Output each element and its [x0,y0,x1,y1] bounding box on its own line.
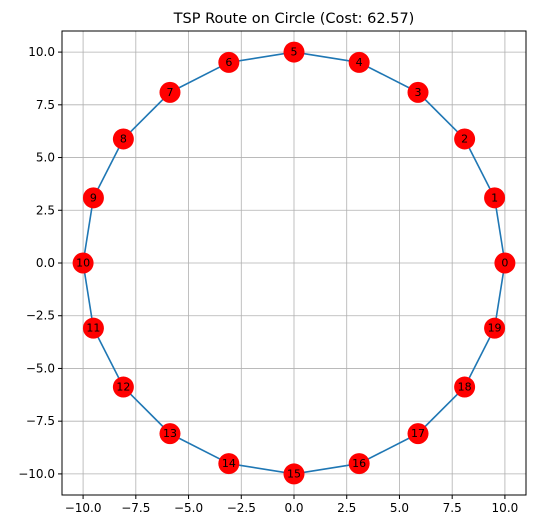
node-label-15: 15 [287,467,301,480]
node-point-19 [484,317,506,339]
route-segment-6-7 [169,61,230,94]
y-tick-label-3: −2.5 [26,309,55,323]
y-tick-label-0: −10.0 [18,467,55,481]
node-point-18 [454,376,476,398]
node-point-17 [407,423,429,445]
route-segment-4-5 [293,51,360,64]
route-segment-13-14 [169,432,230,465]
route-segment-17-18 [417,386,466,435]
route-segment-11-12 [92,327,125,388]
chart-title: TSP Route on Circle (Cost: 62.57) [173,11,415,27]
node-label-0: 0 [501,257,508,270]
node-label-2: 2 [461,132,468,145]
y-tick-label-5: 2.5 [36,203,55,217]
x-tick-label-0: −10.0 [65,501,102,515]
node-label-5: 5 [291,46,298,59]
node-label-18: 18 [458,381,472,394]
node-point-1 [484,187,506,209]
node-point-11 [82,317,104,339]
node-label-6: 6 [225,56,232,69]
x-tick-label-3: −2.5 [227,501,256,515]
node-label-16: 16 [352,457,366,470]
x-tick-label-8: 10.0 [492,501,519,515]
node-label-19: 19 [488,322,502,335]
route-segment-12-13 [122,386,171,435]
node-point-15 [283,463,305,485]
route-segment-0-1 [493,197,506,264]
x-tick-label-6: 5.0 [390,501,409,515]
node-point-14 [218,453,240,475]
node-label-12: 12 [116,381,130,394]
node-label-13: 13 [163,427,177,440]
route-segment-5-6 [228,51,295,64]
route-segment-10-11 [82,262,95,329]
node-point-10 [72,252,94,274]
node-point-8 [112,128,134,150]
node-label-9: 9 [90,191,97,204]
y-axis-ticks: −10.0 −7.5 −5.0 −2.5 0.0 2.5 5.0 7.5 10.0 [18,45,62,481]
node-point-12 [112,376,134,398]
x-tick-label-2: −5.0 [174,501,203,515]
node-point-6 [218,51,240,73]
node-point-0 [494,252,516,274]
route-lines [82,51,506,475]
route-segment-3-4 [358,61,419,94]
grid [62,31,526,495]
route-segment-15-16 [293,462,360,475]
node-point-5 [283,41,305,63]
node-point-13 [159,423,181,445]
route-segment-16-17 [358,432,419,465]
y-tick-label-7: 7.5 [36,98,55,112]
x-axis-ticks: −10.0 −7.5 −5.0 −2.5 0.0 2.5 5.0 7.5 10.0 [65,495,519,515]
route-segment-8-9 [92,138,125,199]
x-tick-label-4: 0.0 [284,501,303,515]
node-label-8: 8 [120,132,127,145]
node-label-1: 1 [491,191,498,204]
node-label-10: 10 [76,257,90,270]
route-segment-14-15 [228,462,295,475]
node-point-3 [407,81,429,103]
node-label-4: 4 [356,56,363,69]
node-label-11: 11 [86,322,100,335]
y-tick-label-4: 0.0 [36,256,55,270]
node-label-3: 3 [415,86,422,99]
y-tick-label-1: −7.5 [26,414,55,428]
route-segment-19-0 [493,262,506,329]
node-point-7 [159,81,181,103]
y-tick-label-6: 5.0 [36,151,55,165]
y-tick-label-2: −5.0 [26,361,55,375]
y-tick-label-8: 10.0 [28,45,55,59]
x-tick-label-7: 7.5 [443,501,462,515]
node-point-2 [454,128,476,150]
route-segment-9-10 [82,197,95,264]
x-tick-label-1: −7.5 [121,501,150,515]
node-label-17: 17 [411,427,425,440]
node-point-9 [82,187,104,209]
route-segment-2-3 [417,91,466,140]
node-label-7: 7 [166,86,173,99]
route-segment-7-8 [122,91,171,140]
node-point-16 [348,453,370,475]
x-tick-label-5: 2.5 [337,501,356,515]
node-label-14: 14 [222,457,236,470]
route-segment-18-19 [463,327,496,388]
node-point-4 [348,51,370,73]
route-segment-1-2 [463,138,496,199]
